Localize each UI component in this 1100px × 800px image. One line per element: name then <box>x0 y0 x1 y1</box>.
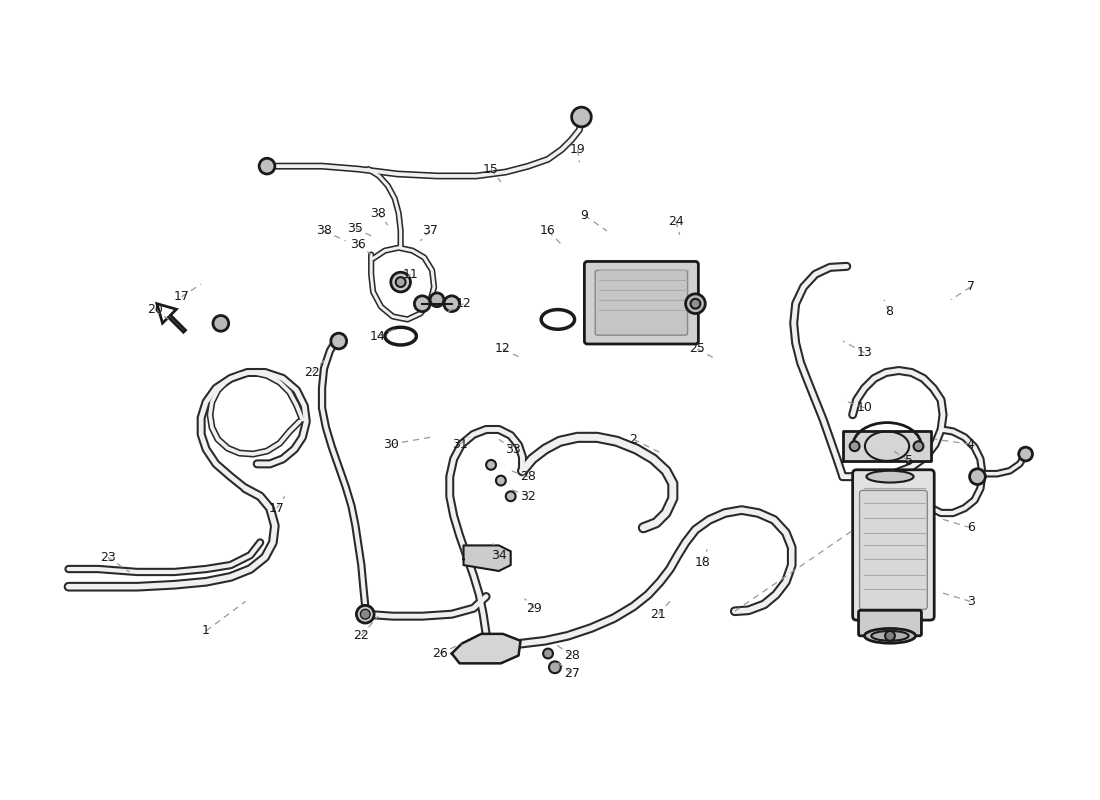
Text: 17: 17 <box>268 502 285 514</box>
Text: 3: 3 <box>967 595 975 608</box>
Circle shape <box>572 107 592 127</box>
Text: 10: 10 <box>857 402 872 414</box>
Circle shape <box>543 649 553 658</box>
Circle shape <box>396 277 406 287</box>
FancyBboxPatch shape <box>584 262 698 344</box>
Text: 7: 7 <box>967 281 975 294</box>
Circle shape <box>213 315 229 331</box>
Text: 18: 18 <box>694 556 711 569</box>
Circle shape <box>886 631 895 641</box>
Circle shape <box>969 469 986 485</box>
Text: 21: 21 <box>650 608 666 621</box>
Text: 37: 37 <box>422 225 438 238</box>
Text: 2: 2 <box>629 433 638 446</box>
Text: 26: 26 <box>432 647 448 660</box>
Circle shape <box>415 296 430 311</box>
Text: 15: 15 <box>483 162 499 175</box>
Circle shape <box>549 662 561 673</box>
Text: 27: 27 <box>563 666 580 680</box>
Text: 12: 12 <box>455 298 472 310</box>
Text: 36: 36 <box>351 238 366 251</box>
Polygon shape <box>452 634 520 663</box>
Text: 23: 23 <box>100 550 116 564</box>
Text: 28: 28 <box>563 649 580 662</box>
Text: 12: 12 <box>495 342 510 355</box>
Circle shape <box>496 476 506 486</box>
Circle shape <box>260 158 275 174</box>
Circle shape <box>914 442 923 451</box>
Ellipse shape <box>867 470 914 482</box>
Circle shape <box>849 442 859 451</box>
FancyBboxPatch shape <box>858 610 922 636</box>
FancyArrow shape <box>157 304 186 332</box>
Text: 6: 6 <box>967 522 975 534</box>
Text: 24: 24 <box>668 214 684 228</box>
Circle shape <box>1019 447 1033 461</box>
Circle shape <box>506 491 516 502</box>
Text: 31: 31 <box>452 438 468 450</box>
Text: 32: 32 <box>520 490 537 502</box>
Text: 22: 22 <box>353 630 370 642</box>
Text: 17: 17 <box>174 290 189 303</box>
Circle shape <box>361 610 371 619</box>
FancyBboxPatch shape <box>852 470 934 620</box>
Text: 38: 38 <box>370 206 386 220</box>
Circle shape <box>430 293 444 306</box>
Text: 29: 29 <box>527 602 542 615</box>
Text: 30: 30 <box>383 438 399 450</box>
Text: 14: 14 <box>371 330 386 342</box>
Circle shape <box>685 294 705 314</box>
Ellipse shape <box>865 629 915 643</box>
FancyBboxPatch shape <box>595 270 688 335</box>
Text: 1: 1 <box>202 625 210 638</box>
Text: 22: 22 <box>305 366 320 379</box>
Text: 16: 16 <box>540 225 556 238</box>
Text: 35: 35 <box>348 222 363 234</box>
Text: 20: 20 <box>147 303 163 316</box>
Circle shape <box>356 606 374 623</box>
Circle shape <box>444 296 460 311</box>
Text: 25: 25 <box>690 342 705 355</box>
Text: 33: 33 <box>505 442 520 456</box>
Text: 38: 38 <box>316 225 332 238</box>
Text: 8: 8 <box>886 305 893 318</box>
Polygon shape <box>843 431 932 461</box>
Text: 11: 11 <box>403 268 418 281</box>
Circle shape <box>331 333 346 349</box>
Text: 28: 28 <box>520 470 537 483</box>
Text: 9: 9 <box>581 209 589 222</box>
Circle shape <box>390 272 410 292</box>
Text: 5: 5 <box>904 454 913 467</box>
FancyBboxPatch shape <box>859 490 927 610</box>
Text: 19: 19 <box>570 143 585 156</box>
Circle shape <box>486 460 496 470</box>
Text: 34: 34 <box>491 549 507 562</box>
Text: 13: 13 <box>857 346 872 359</box>
Text: 4: 4 <box>967 438 975 450</box>
Circle shape <box>691 298 701 309</box>
Ellipse shape <box>871 631 909 641</box>
Polygon shape <box>463 546 510 571</box>
